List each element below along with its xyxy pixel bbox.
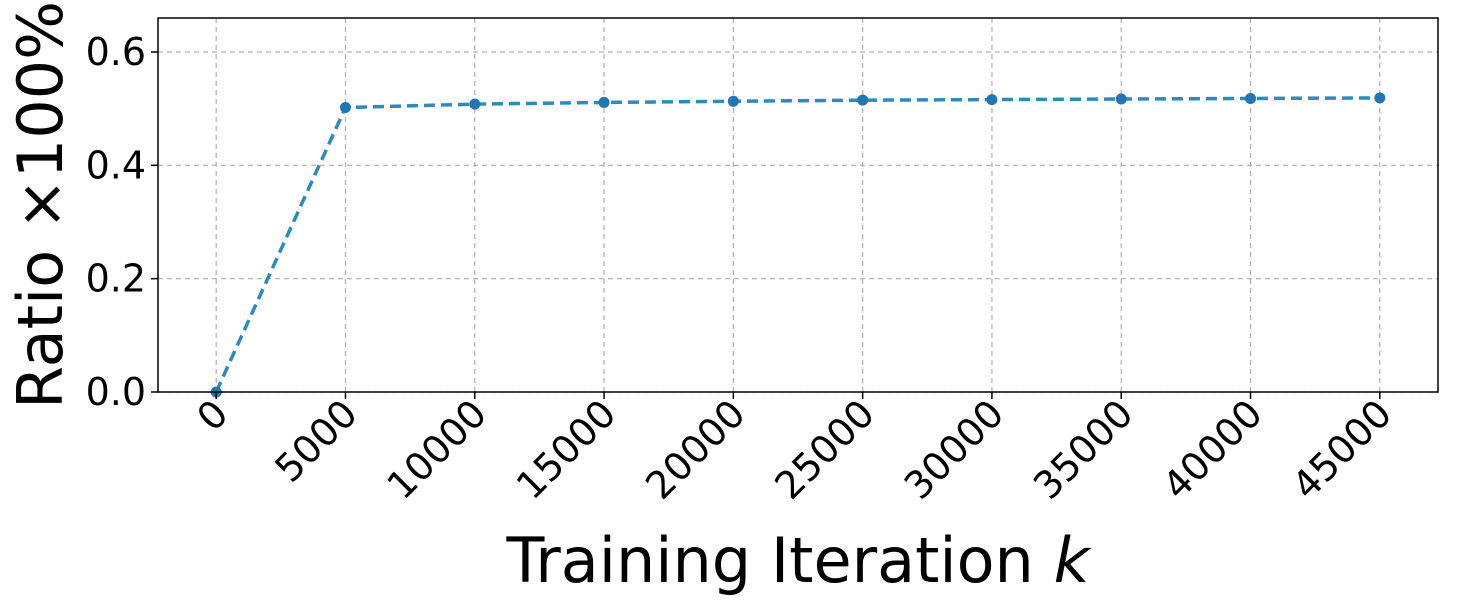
data-point bbox=[857, 94, 869, 106]
data-point bbox=[1245, 92, 1257, 104]
y-tick-label: 0.6 bbox=[86, 30, 146, 74]
data-point bbox=[1115, 93, 1127, 105]
y-tick-label: 0.2 bbox=[86, 257, 146, 301]
data-point bbox=[986, 94, 998, 106]
data-point bbox=[727, 95, 739, 107]
data-point bbox=[1374, 92, 1386, 104]
x-tick-label: 10000 bbox=[379, 391, 496, 508]
series-line-layer bbox=[214, 96, 1380, 393]
x-tick-label: 30000 bbox=[896, 391, 1013, 508]
data-point bbox=[598, 96, 610, 108]
data-point bbox=[469, 98, 481, 110]
data-point bbox=[339, 102, 351, 114]
x-tick-label: 40000 bbox=[1154, 391, 1271, 508]
x-tick-label: 15000 bbox=[508, 391, 625, 508]
y-tick-label: 0.0 bbox=[86, 370, 146, 414]
x-tick-label: 0 bbox=[188, 391, 236, 439]
y-tick-labels: 0.0 0.2 0.4 0.6 bbox=[86, 30, 146, 414]
y-axis-label: Ratio ×100% bbox=[4, 1, 77, 409]
x-tick-label: 35000 bbox=[1025, 391, 1142, 508]
ticks bbox=[151, 51, 1381, 399]
y-tick-label: 0.4 bbox=[86, 143, 146, 187]
plot-frame bbox=[157, 17, 1439, 393]
x-tick-label: 45000 bbox=[1284, 391, 1401, 508]
x-tick-label: 25000 bbox=[766, 391, 883, 508]
x-tick-label: 20000 bbox=[637, 391, 754, 508]
grid bbox=[158, 18, 1438, 393]
x-axis-label: Training Iteration k bbox=[506, 524, 1092, 597]
series-markers bbox=[210, 92, 1386, 398]
x-tick-label: 5000 bbox=[266, 391, 366, 491]
x-tick-labels: 0 5000 10000 15000 20000 25000 30000 35000 40000… bbox=[188, 391, 1400, 508]
series-line bbox=[214, 96, 1380, 393]
